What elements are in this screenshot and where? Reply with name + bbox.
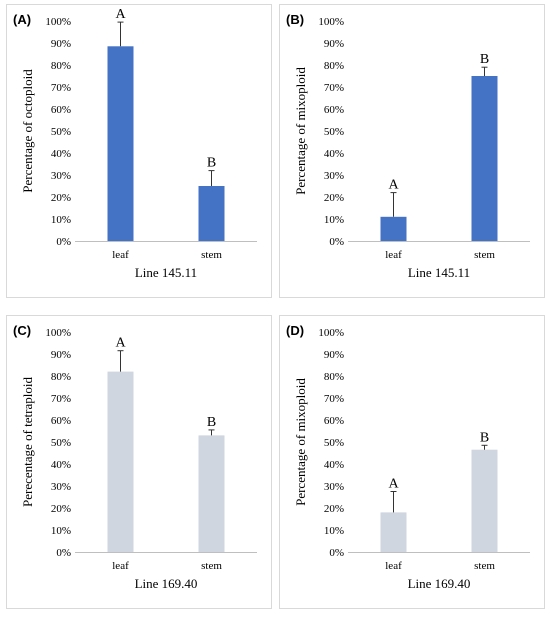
y-tick-label: 100% bbox=[318, 16, 344, 28]
y-tick-label: 80% bbox=[324, 371, 344, 383]
significance-label: B bbox=[207, 156, 216, 171]
y-tick-label: 20% bbox=[51, 192, 71, 204]
x-axis-title: Line 145.11 bbox=[135, 265, 197, 280]
y-tick-label: 80% bbox=[51, 60, 71, 72]
significance-label: B bbox=[480, 52, 489, 67]
y-tick-label: 70% bbox=[324, 82, 344, 94]
significance-label: A bbox=[388, 477, 399, 492]
y-tick-label: 0% bbox=[56, 236, 71, 248]
y-tick-label: 50% bbox=[324, 126, 344, 138]
y-tick-label: 90% bbox=[324, 349, 344, 361]
y-axis-title: Perecentage of tetraploid bbox=[20, 377, 35, 507]
significance-label: A bbox=[115, 7, 126, 22]
x-axis-title: Line 169.40 bbox=[135, 576, 198, 591]
y-tick-label: 60% bbox=[324, 415, 344, 427]
y-tick-label: 70% bbox=[51, 82, 71, 94]
y-tick-label: 10% bbox=[324, 214, 344, 226]
panel-label: (D) bbox=[286, 323, 305, 338]
y-tick-label: 60% bbox=[324, 104, 344, 116]
y-tick-label: 90% bbox=[51, 349, 71, 361]
y-tick-label: 10% bbox=[51, 214, 71, 226]
significance-label: A bbox=[115, 336, 126, 351]
bar bbox=[471, 76, 498, 241]
x-tick-label: stem bbox=[201, 249, 222, 261]
significance-label: B bbox=[207, 415, 216, 430]
y-tick-label: 80% bbox=[51, 371, 71, 383]
panel-label: (A) bbox=[13, 12, 32, 27]
y-tick-label: 40% bbox=[324, 148, 344, 160]
y-tick-label: 50% bbox=[51, 437, 71, 449]
y-tick-label: 50% bbox=[51, 126, 71, 138]
y-tick-label: 70% bbox=[51, 393, 71, 405]
y-tick-label: 30% bbox=[51, 170, 71, 182]
panel-label: (B) bbox=[286, 12, 305, 27]
x-tick-label: leaf bbox=[385, 560, 402, 572]
y-axis-title: Percentage of mixoploid bbox=[293, 378, 308, 506]
y-axis-title: Percentage of mixoploid bbox=[293, 67, 308, 195]
y-tick-label: 40% bbox=[51, 459, 71, 471]
y-tick-label: 90% bbox=[51, 38, 71, 50]
y-tick-label: 70% bbox=[324, 393, 344, 405]
bar bbox=[380, 216, 407, 241]
x-axis-title: Line 145.11 bbox=[408, 265, 470, 280]
bar bbox=[107, 46, 134, 241]
y-tick-label: 60% bbox=[51, 415, 71, 427]
y-tick-label: 20% bbox=[324, 192, 344, 204]
y-tick-label: 30% bbox=[324, 481, 344, 493]
y-tick-label: 0% bbox=[329, 547, 344, 559]
y-tick-label: 100% bbox=[318, 327, 344, 339]
significance-label: B bbox=[480, 430, 489, 445]
panel-label: (C) bbox=[13, 323, 32, 338]
y-tick-label: 0% bbox=[56, 547, 71, 559]
y-tick-label: 50% bbox=[324, 437, 344, 449]
y-tick-label: 90% bbox=[324, 38, 344, 50]
y-tick-label: 30% bbox=[324, 170, 344, 182]
bar bbox=[198, 186, 225, 241]
x-tick-label: leaf bbox=[112, 249, 129, 261]
y-tick-label: 20% bbox=[51, 503, 71, 515]
y-axis-title: Percentage of octoploid bbox=[20, 69, 35, 193]
y-tick-label: 60% bbox=[51, 104, 71, 116]
bar bbox=[107, 371, 134, 552]
bar bbox=[471, 449, 498, 552]
y-tick-label: 40% bbox=[324, 459, 344, 471]
x-axis-title: Line 169.40 bbox=[408, 576, 471, 591]
y-tick-label: 40% bbox=[51, 148, 71, 160]
bar bbox=[198, 435, 225, 552]
bar bbox=[380, 512, 407, 552]
y-tick-label: 10% bbox=[324, 525, 344, 537]
x-tick-label: stem bbox=[474, 560, 495, 572]
y-tick-label: 10% bbox=[51, 525, 71, 537]
x-tick-label: stem bbox=[474, 249, 495, 261]
x-tick-label: leaf bbox=[385, 249, 402, 261]
x-tick-label: stem bbox=[201, 560, 222, 572]
x-tick-label: leaf bbox=[112, 560, 129, 572]
y-tick-label: 80% bbox=[324, 60, 344, 72]
y-tick-label: 100% bbox=[45, 327, 71, 339]
y-tick-label: 100% bbox=[45, 16, 71, 28]
y-tick-label: 0% bbox=[329, 236, 344, 248]
y-tick-label: 20% bbox=[324, 503, 344, 515]
y-tick-label: 30% bbox=[51, 481, 71, 493]
significance-label: A bbox=[388, 178, 399, 193]
